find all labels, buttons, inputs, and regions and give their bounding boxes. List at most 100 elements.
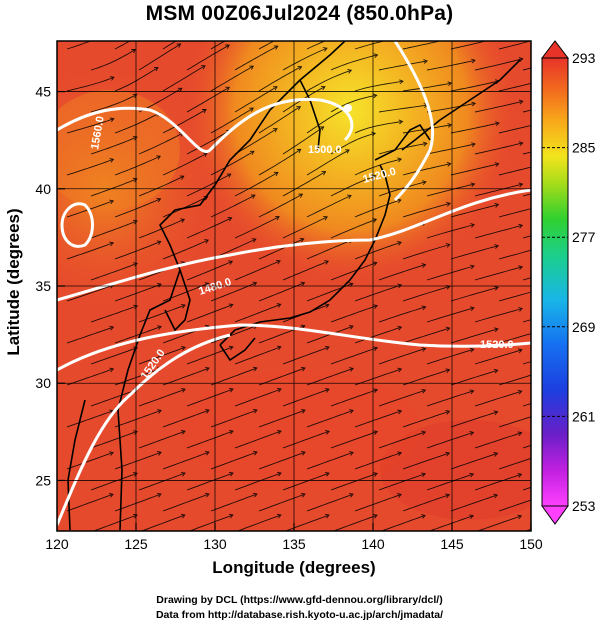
streamline <box>306 367 354 386</box>
streamline-arrowhead <box>301 492 306 498</box>
streamline-arrowhead <box>325 345 330 351</box>
streamline-arrowhead <box>321 171 327 176</box>
streamline-arrowhead <box>517 514 523 520</box>
streamline <box>210 451 258 470</box>
streamline <box>258 41 275 50</box>
streamline-arrowhead <box>518 57 524 62</box>
streamline-arrowhead <box>299 237 305 243</box>
streamline-arrowhead <box>397 157 403 163</box>
streamline <box>236 514 282 531</box>
streamline-arrowhead <box>325 471 330 477</box>
streamline-arrowhead <box>349 367 354 372</box>
streamline-arrowhead <box>250 194 256 199</box>
streamline-arrowhead <box>320 85 326 91</box>
streamline <box>402 124 452 134</box>
streamline <box>162 239 209 260</box>
streamline <box>306 69 352 92</box>
streamline-arrowhead <box>469 264 475 270</box>
streamline <box>234 472 282 491</box>
streamline <box>402 82 452 92</box>
streamline-arrowhead <box>325 513 330 519</box>
streamline <box>210 107 254 134</box>
streamline-arrowhead <box>494 162 500 167</box>
streamline-arrowhead <box>469 347 475 353</box>
streamline-arrowhead <box>109 325 115 331</box>
streamline-arrowhead <box>349 324 354 330</box>
streamline-arrowhead <box>153 67 159 72</box>
streamline-arrowhead <box>273 45 279 50</box>
streamline <box>498 124 531 134</box>
streamline-arrowhead <box>397 409 403 415</box>
streamline-arrowhead <box>422 141 428 147</box>
streamline <box>92 514 138 531</box>
streamline <box>186 130 231 155</box>
streamline-arrowhead <box>469 472 475 478</box>
streamline <box>114 155 161 176</box>
streamline <box>402 452 450 470</box>
streamline-arrowhead <box>249 107 254 112</box>
streamline-arrowhead <box>471 58 476 64</box>
streamline-arrowhead <box>273 86 278 91</box>
streamline <box>426 473 474 491</box>
streamline <box>426 265 475 281</box>
streamline <box>378 104 428 113</box>
streamline-arrowhead <box>518 141 524 147</box>
streamline <box>450 122 500 134</box>
streamline-arrowhead <box>445 368 451 373</box>
streamline <box>498 416 531 428</box>
streamline <box>66 158 114 176</box>
streamline-arrowhead <box>201 65 206 70</box>
streamline-arrowhead <box>518 265 524 271</box>
streamline-arrowhead <box>373 304 379 309</box>
streamline <box>354 158 402 176</box>
streamline-arrowhead <box>470 182 476 188</box>
streamline <box>162 65 206 92</box>
streamline-arrowhead <box>565 515 569 519</box>
streamline-arrowhead <box>518 223 524 229</box>
streamline-arrowhead <box>109 493 114 498</box>
streamline-arrowhead <box>181 430 186 435</box>
streamline <box>474 58 523 71</box>
streamline <box>402 244 450 260</box>
streamline <box>426 224 475 239</box>
streamline-arrowhead <box>109 117 115 123</box>
streamline-arrowhead <box>157 325 162 330</box>
streamline-arrowhead <box>421 263 427 268</box>
streamline <box>330 262 377 281</box>
streamline-arrowhead <box>181 303 186 309</box>
streamline-arrowhead <box>229 429 234 435</box>
streamline <box>474 224 523 239</box>
colorbar-tick-label: 293 <box>572 50 596 66</box>
streamline <box>234 430 282 449</box>
credit-drawing: Drawing by DCL (https://www.gfd-dennou.o… <box>156 594 443 606</box>
streamline <box>354 326 402 344</box>
streamline <box>258 106 301 134</box>
y-tick-label: 35 <box>35 278 51 294</box>
y-tick-label: 25 <box>35 472 51 488</box>
streamline <box>90 305 138 323</box>
streamline-arrowhead <box>228 513 234 519</box>
streamline <box>378 389 426 407</box>
streamline-arrowhead <box>109 76 115 81</box>
streamline <box>450 328 499 344</box>
streamline-arrowhead <box>228 345 234 351</box>
streamline <box>498 82 531 92</box>
streamline <box>498 333 531 344</box>
streamline <box>282 430 330 449</box>
streamline-arrowhead <box>252 492 258 498</box>
streamline <box>186 260 233 281</box>
streamline <box>66 410 114 428</box>
streamline-arrowhead <box>157 451 162 456</box>
colorbar-tick-label: 277 <box>572 229 596 245</box>
streamline <box>450 245 499 260</box>
streamline <box>66 76 115 92</box>
streamline <box>258 409 306 428</box>
streamline-arrowhead <box>272 128 278 133</box>
streamline <box>210 325 257 344</box>
colorbar-bottom-arrow <box>541 505 569 525</box>
streamline <box>186 217 232 239</box>
streamline-arrowhead <box>349 451 354 456</box>
streamline <box>282 216 328 239</box>
streamline-arrowhead <box>398 119 404 125</box>
streamline-arrowhead <box>471 142 476 148</box>
